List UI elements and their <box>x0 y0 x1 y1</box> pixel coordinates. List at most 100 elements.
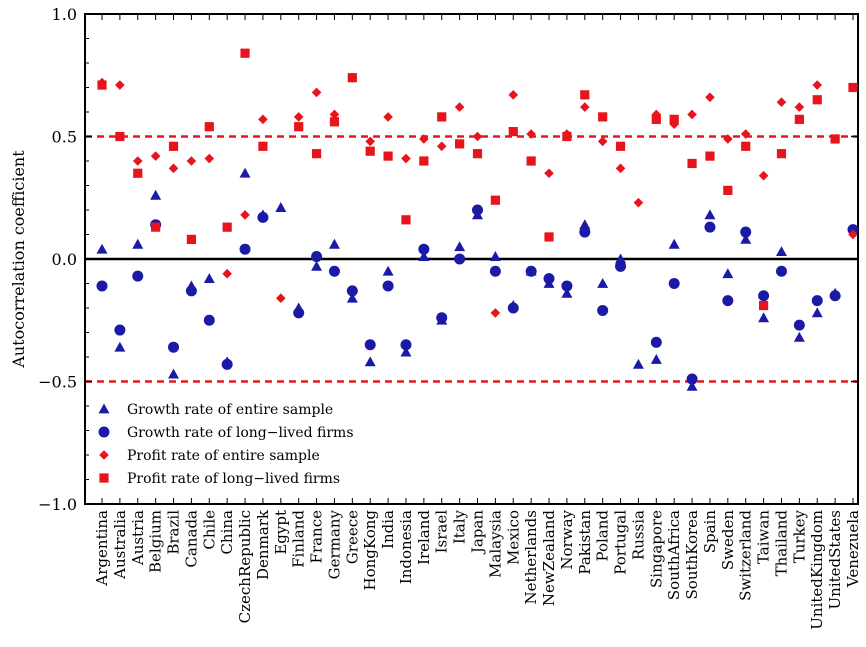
diamond-point <box>687 109 697 120</box>
square-point <box>651 114 661 124</box>
diamond-point <box>204 153 215 164</box>
triangle-point <box>150 189 162 200</box>
circle-point <box>346 285 358 297</box>
legend-label: Growth rate of entire sample <box>127 402 333 418</box>
square-point <box>544 232 554 242</box>
legend: Growth rate of entire sample Growth rate … <box>98 402 354 487</box>
triangle-point <box>811 307 823 318</box>
triangle-point <box>96 243 108 254</box>
diamond-point <box>168 163 179 174</box>
triangle-point <box>686 380 698 391</box>
category-label: Japan <box>469 510 487 556</box>
triangle-point <box>650 353 662 364</box>
triangle-point <box>168 368 180 379</box>
circle-point <box>311 251 323 263</box>
category-label: Belgium <box>147 510 165 573</box>
data-markers <box>96 48 859 391</box>
triangle-point <box>132 238 144 249</box>
triangle-point <box>382 265 394 276</box>
square-point <box>723 185 733 195</box>
y-axis-ticks: −1.0 −0.5 0.0 0.5 1.0 <box>38 5 858 514</box>
diamond-point <box>615 163 626 174</box>
category-label: Canada <box>182 510 200 568</box>
square-point <box>258 141 268 151</box>
diamond-point <box>383 112 393 122</box>
triangle-point <box>400 346 412 357</box>
circle-point <box>579 226 591 238</box>
category-label: Poland <box>594 510 612 562</box>
category-label: Germany <box>325 509 343 579</box>
square-point <box>222 222 232 232</box>
square-point <box>186 234 197 244</box>
category-label: Chile <box>200 510 218 550</box>
circle-point <box>114 324 126 336</box>
circle-point <box>793 319 805 331</box>
square-point <box>383 151 393 161</box>
y-tick-label: 1.0 <box>52 5 77 24</box>
category-label: Malaysia <box>486 510 504 578</box>
triangle-point <box>615 253 627 264</box>
triangle-point <box>346 292 358 303</box>
category-label: UnitedKingdom <box>808 510 826 630</box>
circle-point <box>758 290 770 302</box>
legend-diamond-icon <box>99 450 109 460</box>
y-tick-label: −0.5 <box>38 373 77 392</box>
circle-point <box>293 307 305 319</box>
circle-point <box>454 253 466 265</box>
triangle-point <box>114 341 126 352</box>
square-point <box>794 114 804 124</box>
category-label: Switzerland <box>737 510 755 601</box>
diamond-point <box>740 129 751 139</box>
square-point <box>580 90 590 100</box>
category-label: Brazil <box>165 510 183 555</box>
diamond-point <box>544 168 554 179</box>
category-label: CzechRepublic <box>236 510 254 623</box>
circle-point <box>668 278 680 289</box>
circle-point <box>472 204 483 216</box>
square-point <box>455 139 465 149</box>
diamond-point <box>132 156 143 166</box>
diamond-point <box>293 112 304 122</box>
category-label: Venezuela <box>844 510 862 588</box>
legend-circle-icon <box>98 426 110 438</box>
diamond-point <box>705 92 715 103</box>
category-label: China <box>218 510 236 555</box>
diamond-point <box>401 153 411 164</box>
diamond-point <box>240 210 250 220</box>
category-label: NewZealand <box>540 510 558 606</box>
square-point <box>526 156 536 166</box>
diamond-point <box>329 109 340 120</box>
circle-point <box>489 265 501 277</box>
triangle-point <box>704 209 716 220</box>
square-point <box>490 195 500 205</box>
square-point <box>329 117 340 127</box>
circle-point <box>597 304 609 316</box>
category-label: Egypt <box>272 510 290 555</box>
circle-point <box>239 243 251 255</box>
diamond-point <box>454 102 465 112</box>
diamond-point <box>508 90 519 100</box>
category-label: SouthKorea <box>683 510 701 600</box>
square-point <box>830 134 840 144</box>
category-label: Singapore <box>647 510 665 588</box>
triangle-point <box>418 251 430 261</box>
category-label: Sweden <box>719 510 737 570</box>
square-point <box>562 131 572 142</box>
triangle-point <box>775 246 787 257</box>
circle-point <box>328 265 340 277</box>
circle-point <box>525 265 537 277</box>
legend-triangle-icon <box>98 403 110 414</box>
square-point <box>204 122 214 132</box>
category-label: HongKong <box>361 510 379 591</box>
category-label: Ireland <box>415 510 433 565</box>
triangle-point <box>793 331 805 342</box>
category-label: Finland <box>290 510 308 568</box>
diamond-point <box>419 134 429 144</box>
circle-point <box>704 221 716 233</box>
circle-point <box>221 358 233 370</box>
square-point <box>419 156 429 166</box>
square-point <box>115 131 125 142</box>
diamond-point <box>490 308 501 318</box>
circle-point <box>507 302 519 314</box>
circle-point <box>132 270 144 282</box>
